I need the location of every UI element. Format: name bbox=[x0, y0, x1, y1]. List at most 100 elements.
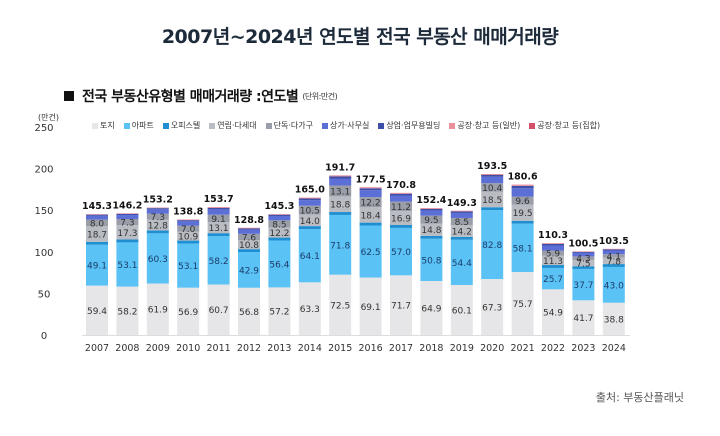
legend-item: 단독·다가구 bbox=[265, 120, 313, 131]
bar-segment bbox=[450, 239, 473, 285]
bar-segment bbox=[207, 222, 230, 234]
data-label: 54.4 bbox=[452, 259, 472, 269]
data-label: 49.1 bbox=[87, 262, 107, 272]
bar-segment bbox=[602, 249, 625, 251]
data-label: 38.8 bbox=[604, 315, 624, 325]
x-tick-label: 2013 bbox=[267, 343, 291, 354]
source-note: 출처: 부동산플래닛 bbox=[595, 391, 684, 404]
bar-segment bbox=[359, 207, 382, 223]
legend-label: 공장·창고 등(일반) bbox=[457, 121, 521, 130]
bar-segment bbox=[572, 256, 595, 260]
bar-segment bbox=[207, 236, 230, 285]
data-label: 71.7 bbox=[391, 302, 411, 312]
data-label: 58.1 bbox=[513, 244, 533, 254]
bar-segment bbox=[329, 274, 352, 335]
data-label: 11.2 bbox=[391, 203, 411, 213]
bar-segment bbox=[420, 238, 443, 282]
bar-segment bbox=[359, 222, 382, 226]
legend-swatch bbox=[123, 122, 130, 129]
x-tick-label: 2018 bbox=[419, 343, 443, 354]
bar-segment bbox=[481, 279, 504, 335]
bar-segment bbox=[146, 209, 169, 214]
data-label: 57.0 bbox=[391, 248, 411, 258]
bar-segment bbox=[86, 285, 108, 335]
data-label: 7.0 bbox=[181, 225, 196, 235]
y-tick-label: 50 bbox=[38, 289, 51, 300]
data-label: 56.4 bbox=[269, 260, 289, 270]
bar-segment bbox=[602, 302, 625, 335]
legend-label: 오피스텔 bbox=[170, 121, 201, 130]
bar-segment bbox=[177, 231, 200, 241]
bar-segment bbox=[86, 219, 108, 227]
data-label: 53.1 bbox=[117, 261, 137, 271]
bar-segment bbox=[298, 198, 321, 201]
unit-label: (단위:만건) bbox=[302, 91, 338, 101]
bar-segment bbox=[268, 287, 291, 335]
x-tick-label: 2024 bbox=[602, 343, 626, 354]
data-label: 54.9 bbox=[543, 309, 563, 319]
bar-segment bbox=[116, 242, 139, 287]
bar-segment bbox=[572, 300, 595, 335]
bar-segment bbox=[390, 210, 412, 226]
legend-swatch bbox=[209, 122, 216, 129]
bar-segment bbox=[390, 201, 412, 211]
bar-segment bbox=[359, 188, 382, 191]
bar-segment bbox=[268, 227, 291, 238]
total-label: 146.2 bbox=[112, 200, 142, 211]
legend-swatch bbox=[378, 122, 385, 129]
bar-segment bbox=[481, 207, 504, 211]
total-label: 177.5 bbox=[356, 174, 386, 185]
bar-segment bbox=[511, 185, 534, 189]
legend-item: 공장·창고 등(집합) bbox=[529, 120, 600, 131]
data-label: 14.0 bbox=[300, 217, 320, 227]
y-tick-label: 250 bbox=[34, 123, 53, 134]
legend-swatch bbox=[529, 122, 536, 129]
bar-segment bbox=[572, 259, 595, 267]
bar-segment bbox=[602, 264, 625, 267]
legend-item: 공장·창고 등(일반) bbox=[449, 120, 520, 131]
total-label: 128.8 bbox=[234, 215, 264, 226]
data-label: 9.1 bbox=[211, 215, 225, 225]
legend-label: 상업·업무용빌딩 bbox=[386, 121, 441, 130]
bar-segment bbox=[298, 205, 321, 215]
bar-segment bbox=[390, 275, 412, 335]
bar-segment bbox=[86, 214, 108, 216]
legend-label: 토지 bbox=[100, 121, 115, 130]
bar-segment bbox=[268, 237, 291, 241]
bar-segment bbox=[450, 211, 473, 213]
bullet-square-icon bbox=[64, 91, 74, 101]
data-label: 18.7 bbox=[87, 231, 107, 241]
bar-segment bbox=[359, 277, 382, 335]
bar-segment bbox=[116, 239, 139, 243]
bar-segment bbox=[329, 176, 352, 179]
data-label: 10.9 bbox=[178, 233, 198, 243]
data-label: 64.1 bbox=[300, 252, 320, 262]
data-label: 60.3 bbox=[148, 255, 168, 265]
total-label: 152.4 bbox=[416, 195, 446, 206]
x-tick-label: 2012 bbox=[237, 343, 261, 354]
data-label: 8.5 bbox=[455, 218, 469, 228]
total-label: 165.0 bbox=[295, 185, 325, 196]
data-label: 58.2 bbox=[117, 307, 137, 317]
bar-segment bbox=[268, 215, 291, 221]
data-label: 72.5 bbox=[330, 301, 350, 311]
y-tick-label: 100 bbox=[34, 248, 53, 259]
bar-segment bbox=[390, 227, 412, 276]
data-label: 10.4 bbox=[482, 184, 502, 194]
x-tick-label: 2007 bbox=[85, 343, 109, 354]
bar-segment bbox=[511, 272, 534, 335]
data-label: 10.5 bbox=[300, 207, 320, 217]
chart-legend: 토지 아파트 오피스텔 연립·다세대 단독·다가구 상가·사무실 상업·업무용빌딩 공장·창고… bbox=[92, 120, 600, 131]
bar-segment bbox=[268, 220, 291, 228]
bar-segment bbox=[146, 208, 169, 210]
legend-item: 오피스텔 bbox=[162, 120, 201, 131]
bar-segment bbox=[146, 213, 169, 220]
total-label: 145.3 bbox=[82, 201, 112, 212]
legend-item: 상가·사무실 bbox=[321, 120, 369, 131]
bar-segment bbox=[450, 225, 473, 237]
data-label: 56.8 bbox=[239, 308, 259, 318]
data-label: 42.9 bbox=[239, 266, 259, 276]
bar-segment bbox=[481, 174, 504, 177]
data-label: 13.1 bbox=[209, 224, 229, 234]
data-label: 64.9 bbox=[421, 305, 441, 315]
